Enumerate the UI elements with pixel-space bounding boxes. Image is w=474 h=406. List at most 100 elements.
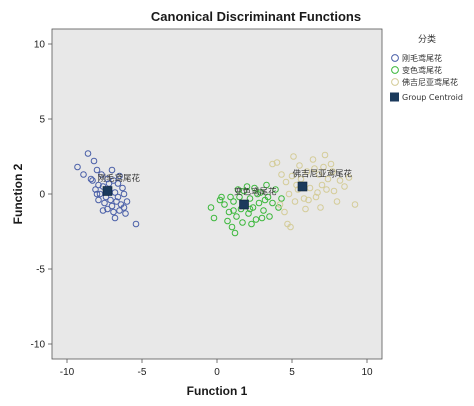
data-point-series-3 xyxy=(273,159,281,166)
y-axis-label: Function 2 xyxy=(11,163,25,224)
data-point-series-2 xyxy=(260,207,267,214)
y-tick-label: -10 xyxy=(31,340,46,351)
data-point-series-3 xyxy=(333,198,341,205)
data-point-series-2 xyxy=(272,186,279,193)
data-point-series-1 xyxy=(95,196,102,204)
data-point-series-3 xyxy=(320,163,327,171)
data-point-series-1 xyxy=(93,166,101,174)
data-point-series-3 xyxy=(290,153,297,160)
data-point-series-2 xyxy=(254,190,261,198)
data-point-series-3 xyxy=(321,151,329,159)
data-point-series-1 xyxy=(84,150,92,157)
data-point-series-3 xyxy=(288,172,296,180)
data-points xyxy=(74,150,359,237)
data-point-series-2 xyxy=(278,195,285,202)
data-point-series-1 xyxy=(99,207,107,214)
data-point-series-1 xyxy=(90,157,98,165)
data-point-series-3 xyxy=(315,171,323,178)
data-point-series-3 xyxy=(282,178,290,186)
data-point-series-1 xyxy=(122,210,129,217)
data-point-series-3 xyxy=(284,220,291,228)
data-point-series-3 xyxy=(276,201,284,208)
x-tick-label: 5 xyxy=(289,367,295,378)
data-point-series-2 xyxy=(230,207,237,214)
y-tick-label: -5 xyxy=(36,265,45,276)
legend-symbol-centroid xyxy=(390,92,399,102)
data-point-series-1 xyxy=(108,166,116,174)
y-tick-label: 5 xyxy=(39,115,45,126)
data-point-series-1 xyxy=(120,204,128,211)
data-point-series-2 xyxy=(243,183,251,190)
data-point-series-1 xyxy=(119,184,126,192)
data-point-series-3 xyxy=(317,204,324,211)
data-point-series-2 xyxy=(234,186,242,193)
data-point-series-2 xyxy=(252,216,260,223)
data-point-series-3 xyxy=(296,162,303,169)
centroid-marker-3 xyxy=(297,181,308,192)
data-point-series-2 xyxy=(218,193,225,201)
data-point-series-2 xyxy=(228,223,236,231)
data-point-series-1 xyxy=(101,199,108,207)
x-axis-label: Function 1 xyxy=(187,384,248,398)
data-point-series-3 xyxy=(323,186,330,193)
data-point-series-2 xyxy=(263,181,270,189)
x-tick-label: -5 xyxy=(138,367,147,378)
data-point-series-3 xyxy=(309,156,317,163)
plot-area xyxy=(51,28,383,360)
centroid-marker-2 xyxy=(239,199,249,210)
centroid-label-2: 变色鸢尾花 xyxy=(234,187,277,198)
data-point-series-3 xyxy=(300,195,308,202)
data-point-series-1 xyxy=(92,186,99,193)
data-point-series-2 xyxy=(266,213,273,220)
data-point-series-2 xyxy=(255,199,263,207)
centroid-label-1: 刚毛鸢尾花 xyxy=(98,173,141,184)
data-point-series-1 xyxy=(95,181,102,189)
data-point-series-1 xyxy=(116,207,123,214)
legend-symbol-series-3 xyxy=(391,78,399,86)
data-point-series-2 xyxy=(264,193,272,201)
legend-symbol-series-2 xyxy=(391,66,399,74)
legend-label-series-2: 变色鸢尾花 xyxy=(402,65,442,75)
data-point-series-3 xyxy=(341,183,348,190)
data-point-series-1 xyxy=(107,196,114,204)
data-point-series-1 xyxy=(114,180,122,187)
data-point-series-2 xyxy=(251,184,258,192)
data-point-series-1 xyxy=(123,198,131,205)
data-point-series-2 xyxy=(224,217,231,225)
legend-title: 分类 xyxy=(418,33,436,45)
data-point-series-2 xyxy=(246,195,254,202)
data-point-series-3 xyxy=(329,168,336,175)
data-point-series-1 xyxy=(74,163,81,171)
data-point-series-2 xyxy=(227,193,234,201)
data-point-series-2 xyxy=(248,220,255,228)
data-point-series-2 xyxy=(245,210,252,217)
x-tick-label: 0 xyxy=(214,367,220,378)
data-point-series-3 xyxy=(291,198,299,205)
y-tick-label: 10 xyxy=(34,40,46,51)
chart-title: Canonical Discriminant Functions xyxy=(151,9,361,24)
legend-label-series-3: 佛吉尼亚鸢尾花 xyxy=(402,77,458,87)
data-point-series-1 xyxy=(120,190,128,198)
data-point-series-1 xyxy=(98,171,105,178)
x-tick-label: 10 xyxy=(361,367,373,378)
data-point-series-1 xyxy=(104,175,111,183)
data-point-series-1 xyxy=(104,205,111,213)
data-point-series-1 xyxy=(87,175,95,183)
data-point-series-3 xyxy=(285,190,293,198)
data-point-series-1 xyxy=(114,193,122,201)
data-point-series-3 xyxy=(327,160,335,168)
data-point-series-3 xyxy=(336,177,344,184)
data-point-series-3 xyxy=(351,201,359,208)
legend-symbol-series-1 xyxy=(391,54,399,62)
data-point-series-2 xyxy=(239,219,246,226)
data-point-series-1 xyxy=(93,190,101,198)
legend-label-centroid: Group Centroid xyxy=(402,93,463,102)
data-point-series-1 xyxy=(89,177,96,184)
data-point-series-2 xyxy=(207,204,215,211)
data-point-series-2 xyxy=(230,198,237,205)
data-point-series-3 xyxy=(305,196,312,204)
data-point-series-1 xyxy=(132,220,140,228)
